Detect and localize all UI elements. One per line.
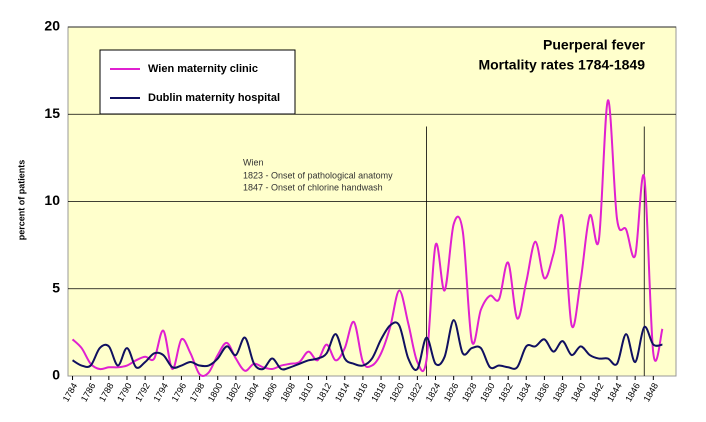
x-tick-label: 1794 bbox=[151, 381, 170, 403]
x-tick-label: 1826 bbox=[442, 381, 461, 403]
x-tick-label: 1808 bbox=[278, 381, 297, 403]
x-tick-label: 1796 bbox=[170, 381, 189, 403]
x-tick-label: 1838 bbox=[551, 381, 570, 403]
x-tick-label: 1822 bbox=[405, 381, 424, 403]
legend-label: Dublin maternity hospital bbox=[148, 92, 280, 104]
x-tick-label: 1834 bbox=[514, 381, 533, 403]
x-tick-label: 1828 bbox=[460, 381, 479, 403]
y-tick-label: 20 bbox=[44, 18, 60, 34]
annotation: 1847 - Onset of chlorine handwash bbox=[243, 182, 383, 192]
x-tick-label: 1844 bbox=[605, 381, 624, 403]
x-tick-label: 1810 bbox=[297, 381, 316, 403]
legend-label: Wien maternity clinic bbox=[148, 63, 258, 75]
x-tick-label: 1800 bbox=[206, 381, 225, 403]
y-axis-label: percent of patients bbox=[16, 160, 26, 241]
x-tick-label: 1816 bbox=[351, 381, 370, 403]
series-line bbox=[72, 319, 663, 371]
y-tick-label: 10 bbox=[44, 192, 60, 208]
y-tick-label: 0 bbox=[52, 367, 60, 383]
x-tick-label: 1802 bbox=[224, 381, 243, 403]
x-tick-label: 1790 bbox=[115, 381, 134, 403]
x-tick-label: 1820 bbox=[387, 381, 406, 403]
x-tick-label: 1788 bbox=[97, 381, 116, 403]
x-tick-label: 1832 bbox=[496, 381, 515, 403]
y-tick-label: 5 bbox=[52, 279, 60, 295]
x-tick-label: 1840 bbox=[569, 381, 588, 403]
x-tick-label: 1836 bbox=[533, 381, 552, 403]
x-tick-label: 1830 bbox=[478, 381, 497, 403]
x-tick-label: 1784 bbox=[61, 381, 80, 403]
x-tick-label: 1812 bbox=[315, 381, 334, 403]
annotation: 1823 - Onset of pathological anatomy bbox=[243, 170, 393, 180]
x-tick-label: 1792 bbox=[133, 381, 152, 403]
x-tick-label: 1848 bbox=[641, 381, 660, 403]
x-tick-label: 1846 bbox=[623, 381, 642, 403]
x-tick-label: 1798 bbox=[188, 381, 207, 403]
x-tick-label: 1824 bbox=[424, 381, 443, 403]
x-tick-label: 1814 bbox=[333, 381, 352, 403]
x-tick-label: 1818 bbox=[369, 381, 388, 403]
annotation: Wien bbox=[243, 157, 264, 167]
chart-title: Mortality rates 1784-1849 bbox=[478, 57, 645, 73]
legend-box bbox=[99, 49, 296, 115]
chart-title: Puerperal fever bbox=[543, 37, 645, 53]
series-line bbox=[71, 99, 664, 377]
x-tick-label: 1806 bbox=[260, 381, 279, 403]
x-tick-label: 1786 bbox=[79, 381, 98, 403]
y-tick-label: 15 bbox=[44, 105, 60, 121]
x-tick-label: 1804 bbox=[242, 381, 261, 403]
x-tick-label: 1842 bbox=[587, 381, 606, 403]
